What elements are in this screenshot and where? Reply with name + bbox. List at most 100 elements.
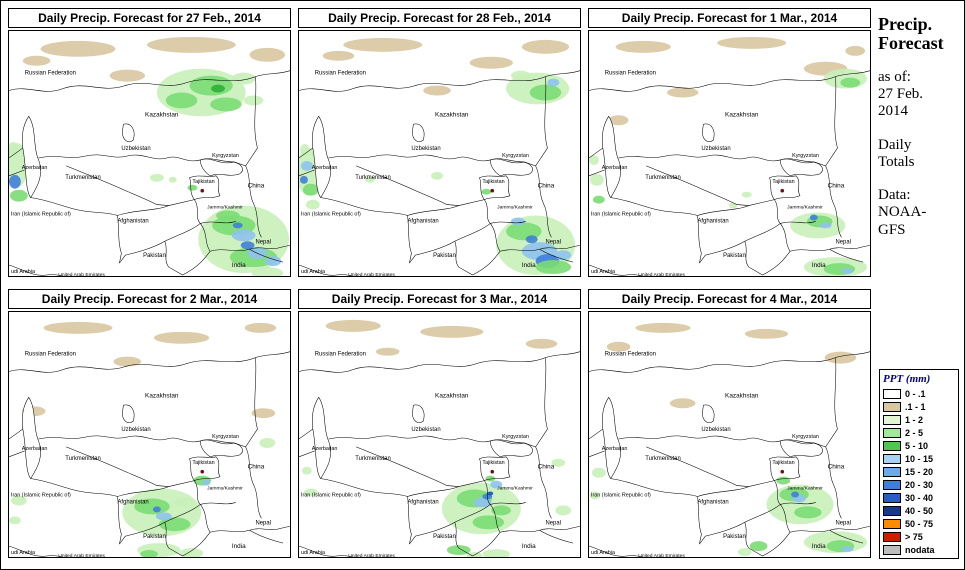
country-border xyxy=(490,221,526,224)
country-border xyxy=(119,480,201,545)
legend-row: 5 - 10 xyxy=(883,439,955,452)
precip-blob xyxy=(216,210,240,221)
country-label: India xyxy=(812,543,826,550)
country-border xyxy=(454,522,473,557)
country-label: Uzbekistan xyxy=(701,146,730,152)
country-border xyxy=(646,165,749,206)
precip-blob xyxy=(791,491,800,498)
country-border xyxy=(117,496,122,545)
country-border xyxy=(328,435,536,448)
country-border xyxy=(299,147,313,159)
country-label: Pakistan xyxy=(433,253,456,259)
legend-swatch xyxy=(883,401,901,412)
precip-blob xyxy=(845,45,866,56)
country-label: Uzbekistan xyxy=(701,427,730,433)
country-label: Iran (Islamic Republic of) xyxy=(591,492,651,498)
precip-blob xyxy=(375,347,400,356)
map-svg: Russian Federation Kazakhstan Uzbekistan Ky… xyxy=(589,36,870,276)
country-label: Tajikistan xyxy=(772,179,794,185)
country-label: Nepal xyxy=(255,520,270,526)
country-border xyxy=(9,450,25,458)
precip-blob xyxy=(140,550,158,557)
legend-swatch xyxy=(883,518,901,529)
panel-title: Daily Precip. Forecast for 27 Feb., 2014 xyxy=(8,8,291,28)
country-label: Kazakhstan xyxy=(435,111,469,118)
country-border xyxy=(539,248,574,263)
precip-blob xyxy=(325,319,381,332)
country-border xyxy=(780,439,823,458)
precip-blob xyxy=(211,84,225,93)
country-label: Iran (Islamic Republic of) xyxy=(301,492,361,498)
country-label: India xyxy=(232,262,246,269)
precip-blob xyxy=(608,115,629,126)
precip-blob xyxy=(535,260,572,275)
country-label: Russian Federation xyxy=(605,352,656,358)
precip-blob xyxy=(525,338,558,349)
precip-blob xyxy=(43,321,113,334)
country-label: United Arab Emirates xyxy=(638,272,685,276)
map-svg: Russian Federation Kazakhstan Uzbekistan Ky… xyxy=(9,321,290,557)
country-label: udi Arabia xyxy=(591,550,616,556)
precip-blob xyxy=(490,480,503,489)
legend-label: 15 - 20 xyxy=(905,466,934,477)
precip-blob xyxy=(589,173,604,186)
precip-blob xyxy=(322,50,355,61)
legend-row: nodata xyxy=(883,543,955,556)
country-label: Azerbaijan xyxy=(22,446,48,452)
country-border xyxy=(829,529,864,544)
country-border xyxy=(479,175,511,200)
country-border xyxy=(825,446,842,519)
country-border xyxy=(780,502,816,505)
asof-date-line1: 27 Feb. xyxy=(878,86,923,103)
forecast-panel-4: Daily Precip. Forecast for 2 Mar., 2014 R… xyxy=(8,289,291,558)
precip-blob xyxy=(9,189,28,202)
panel-title: Daily Precip. Forecast for 2 Mar., 2014 xyxy=(8,289,291,309)
country-border xyxy=(38,154,246,167)
legend-row: .1 - 1 xyxy=(883,400,955,413)
forecast-map: Russian Federation Kazakhstan Uzbekistan Ky… xyxy=(8,311,291,558)
country-label: Pakistan xyxy=(433,534,456,540)
country-label: Russian Federation xyxy=(25,71,76,77)
legend-label: > 75 xyxy=(905,531,923,542)
legend-row: 2 - 5 xyxy=(883,426,955,439)
country-border xyxy=(535,76,548,167)
sidebar-title: Precip. Forecast xyxy=(878,15,962,53)
country-label: Russian Federation xyxy=(315,71,366,77)
legend-label: 50 - 75 xyxy=(905,518,934,529)
legend-swatch xyxy=(883,427,901,438)
precip-blob xyxy=(589,491,600,500)
precip-blob xyxy=(547,78,560,87)
country-border xyxy=(9,147,23,159)
country-label: Afghanistan xyxy=(117,218,148,224)
precip-blob xyxy=(840,77,861,88)
country-border xyxy=(490,439,533,458)
country-border xyxy=(780,221,816,224)
country-border xyxy=(479,456,511,481)
country-border xyxy=(646,446,749,487)
country-border xyxy=(9,428,23,440)
country-border xyxy=(697,496,702,545)
country-border xyxy=(780,158,823,177)
country-label: Iran (Islamic Republic of) xyxy=(11,211,71,217)
forecast-panel-5: Daily Precip. Forecast for 3 Mar., 2014 R… xyxy=(298,289,581,558)
country-border xyxy=(249,529,284,544)
legend-swatch xyxy=(883,479,901,490)
country-border xyxy=(702,404,715,423)
country-border xyxy=(9,70,290,92)
precip-blob xyxy=(158,517,191,532)
country-border xyxy=(412,404,425,423)
country-border xyxy=(589,147,603,159)
country-border xyxy=(299,351,580,373)
legend-row: 30 - 40 xyxy=(883,491,955,504)
country-border xyxy=(769,456,801,481)
legend-rows: 0 - .1 .1 - 1 1 - 2 2 - 5 5 - 10 10 - 15 15 - … xyxy=(883,387,955,556)
country-border xyxy=(312,116,331,198)
country-border xyxy=(119,199,201,264)
legend-row: 1 - 2 xyxy=(883,413,955,426)
country-label: Pakistan xyxy=(723,253,746,259)
country-border xyxy=(610,478,698,497)
legend-row: 40 - 50 xyxy=(883,504,955,517)
country-border xyxy=(200,221,236,224)
country-label: Jammu/Kashmir xyxy=(787,486,823,492)
precip-blob xyxy=(243,95,264,106)
